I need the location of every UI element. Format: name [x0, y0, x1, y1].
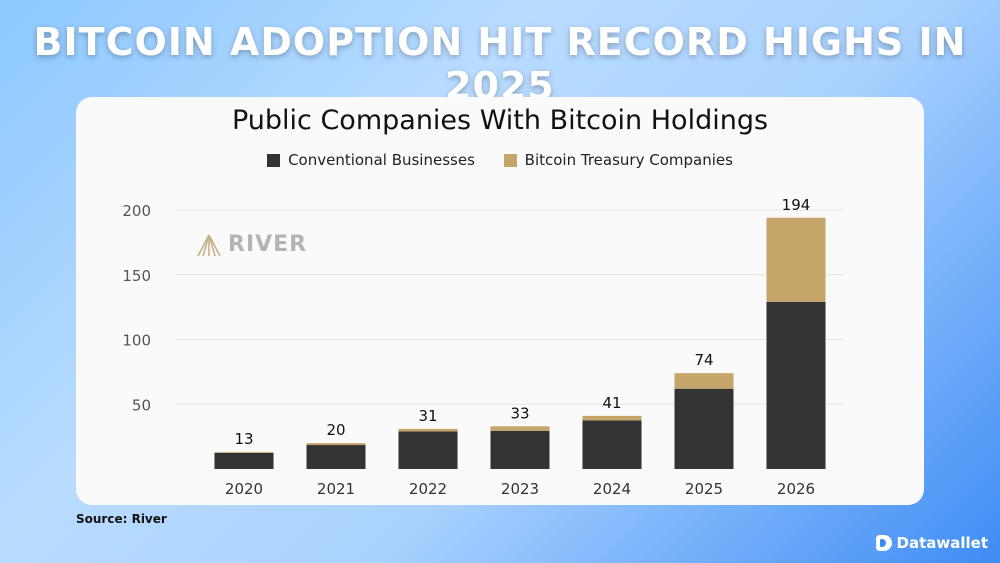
- bar-conventional: [490, 430, 550, 469]
- bar-total-label: 41: [602, 394, 621, 412]
- legend-label-conventional: Conventional Businesses: [288, 151, 475, 169]
- river-logo: RIVER: [196, 232, 307, 257]
- bar-total-label: 20: [326, 421, 345, 439]
- bar-conventional: [766, 301, 826, 469]
- river-logo-text: RIVER: [228, 232, 308, 257]
- y-tick-label: 100: [122, 332, 151, 350]
- bar-treasury: [214, 452, 274, 453]
- datawallet-logo-icon: [875, 535, 892, 551]
- legend: Conventional Businesses Bitcoin Treasury…: [76, 151, 924, 171]
- y-tick-label: 150: [122, 267, 151, 285]
- river-mark-icon: [197, 234, 221, 256]
- legend-swatch-treasury: [503, 153, 517, 167]
- y-tick-label: 50: [132, 396, 151, 414]
- x-tick-label: 2024: [593, 480, 631, 498]
- headline: BITCOIN ADOPTION HIT RECORD HIGHS IN 202…: [33, 20, 967, 108]
- x-tick-label: 2022: [409, 480, 447, 498]
- legend-label-treasury: Bitcoin Treasury Companies: [524, 151, 733, 169]
- x-tick-label: 2021: [317, 480, 355, 498]
- bar-treasury: [582, 415, 642, 421]
- x-tick-label: 2023: [501, 480, 539, 498]
- x-tick-label: 2026: [777, 480, 815, 498]
- bar-conventional: [306, 445, 366, 469]
- bar-treasury: [398, 428, 458, 432]
- datawallet-brand: Datawallet: [875, 534, 988, 552]
- legend-swatch-conventional: [267, 153, 281, 167]
- legend-item-conventional: Conventional Businesses: [267, 151, 475, 169]
- y-tick-label: 200: [122, 202, 151, 220]
- chart-title: Public Companies With Bitcoin Holdings: [231, 105, 769, 136]
- bar-total-label: 74: [694, 351, 713, 369]
- x-tick-label: 2020: [225, 480, 263, 498]
- legend-item-treasury: Bitcoin Treasury Companies: [503, 151, 733, 169]
- x-tick-label: 2025: [685, 480, 723, 498]
- bar-treasury: [766, 217, 826, 302]
- bar-chart: 5010015020013202020202131202233202341202…: [122, 196, 844, 498]
- bar-total-label: 33: [510, 404, 529, 422]
- bar-conventional: [398, 431, 458, 469]
- bar-conventional: [214, 452, 274, 469]
- datawallet-brand-text: Datawallet: [896, 534, 988, 552]
- bar-total-label: 31: [418, 407, 437, 425]
- bar-total-label: 13: [234, 430, 253, 448]
- source-note: Source: River: [76, 512, 167, 526]
- bar-total-label: 194: [782, 196, 811, 214]
- bar-treasury: [306, 443, 366, 446]
- chart-card: Public Companies With Bitcoin Holdings C…: [76, 97, 924, 505]
- bar-conventional: [674, 388, 734, 469]
- bar-treasury: [674, 373, 734, 389]
- bar-conventional: [582, 420, 642, 469]
- bar-treasury: [490, 426, 550, 431]
